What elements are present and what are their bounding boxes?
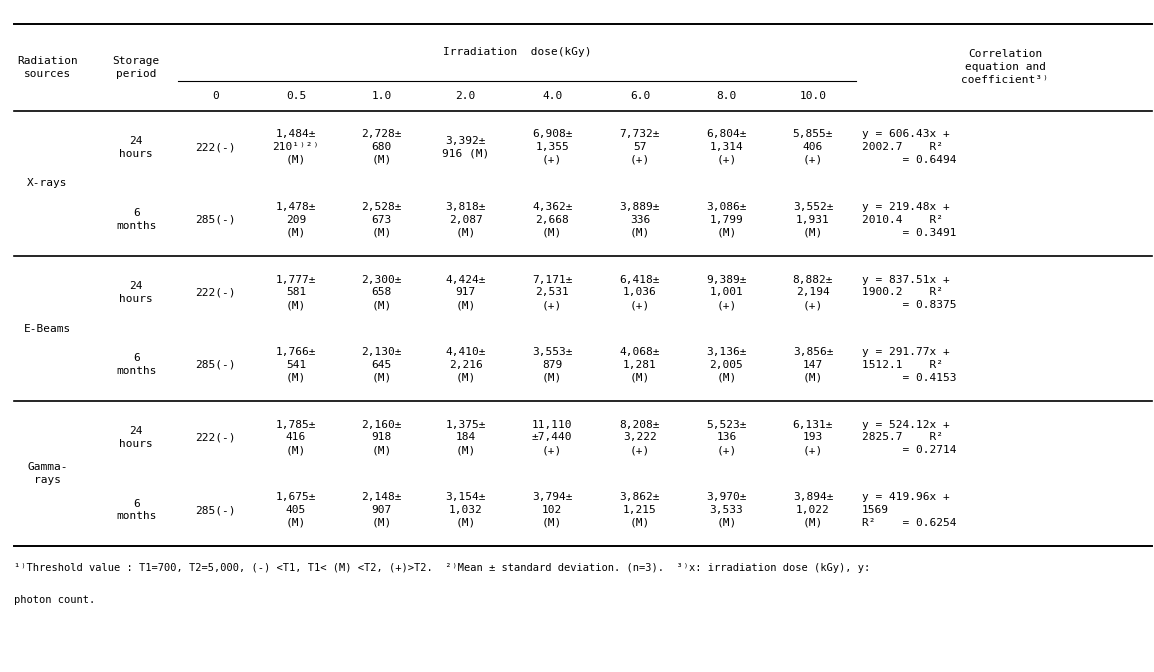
Text: 3,818±
2,087
(M): 3,818± 2,087 (M) <box>445 202 486 237</box>
Text: 2,130±
645
(M): 2,130± 645 (M) <box>361 347 402 382</box>
Text: 1,766±
541
(M): 1,766± 541 (M) <box>276 347 316 382</box>
Text: 11,110
±7,440
(+): 11,110 ±7,440 (+) <box>532 420 572 455</box>
Text: y = 606.43x +
2002.7    R²
      = 0.6494: y = 606.43x + 2002.7 R² = 0.6494 <box>862 130 957 165</box>
Text: y = 291.77x +
1512.1    R²
      = 0.4153: y = 291.77x + 1512.1 R² = 0.4153 <box>862 347 957 382</box>
Text: 6.0: 6.0 <box>630 91 650 101</box>
Text: 6,418±
1,036
(+): 6,418± 1,036 (+) <box>620 275 660 310</box>
Text: 1,785±
416
(M): 1,785± 416 (M) <box>276 420 316 455</box>
Text: 2.0: 2.0 <box>456 91 475 101</box>
Text: 1,375±
184
(M): 1,375± 184 (M) <box>445 420 486 455</box>
Text: 6
months: 6 months <box>115 499 157 521</box>
Text: 3,086±
1,799
(M): 3,086± 1,799 (M) <box>706 202 747 237</box>
Text: 2,728±
680
(M): 2,728± 680 (M) <box>361 130 402 165</box>
Text: 2,148±
907
(M): 2,148± 907 (M) <box>361 493 402 528</box>
Text: 3,894±
1,022
(M): 3,894± 1,022 (M) <box>793 493 833 528</box>
Text: 222(-): 222(-) <box>195 288 235 297</box>
Text: 4,362±
2,668
(M): 4,362± 2,668 (M) <box>532 202 572 237</box>
Text: Radiation
sources: Radiation sources <box>17 56 77 79</box>
Text: 285(-): 285(-) <box>195 215 235 224</box>
Text: 2,160±
918
(M): 2,160± 918 (M) <box>361 420 402 455</box>
Text: 6,908±
1,355
(+): 6,908± 1,355 (+) <box>532 130 572 165</box>
Text: 10.0: 10.0 <box>800 91 826 101</box>
Text: 7,732±
57
(+): 7,732± 57 (+) <box>620 130 660 165</box>
Text: 8.0: 8.0 <box>717 91 736 101</box>
Text: X-rays: X-rays <box>27 179 68 188</box>
Text: 3,552±
1,931
(M): 3,552± 1,931 (M) <box>793 202 833 237</box>
Text: 4,424±
917
(M): 4,424± 917 (M) <box>445 275 486 310</box>
Text: 222(-): 222(-) <box>195 142 235 152</box>
Text: 3,856±
147
(M): 3,856± 147 (M) <box>793 347 833 382</box>
Text: 5,523±
136
(+): 5,523± 136 (+) <box>706 420 747 455</box>
Text: 3,154±
1,032
(M): 3,154± 1,032 (M) <box>445 493 486 528</box>
Text: y = 524.12x +
2825.7    R²
      = 0.2714: y = 524.12x + 2825.7 R² = 0.2714 <box>862 420 957 455</box>
Text: 4,068±
1,281
(M): 4,068± 1,281 (M) <box>620 347 660 382</box>
Text: 3,970±
3,533
(M): 3,970± 3,533 (M) <box>706 493 747 528</box>
Text: 24
hours: 24 hours <box>119 136 153 159</box>
Text: photon count.: photon count. <box>14 595 95 605</box>
Text: 4.0: 4.0 <box>542 91 562 101</box>
Text: 6
months: 6 months <box>115 353 157 376</box>
Text: 285(-): 285(-) <box>195 505 235 515</box>
Text: y = 219.48x +
2010.4    R²
      = 0.3491: y = 219.48x + 2010.4 R² = 0.3491 <box>862 202 957 237</box>
Text: 222(-): 222(-) <box>195 433 235 442</box>
Text: y = 419.96x +
1569
R²    = 0.6254: y = 419.96x + 1569 R² = 0.6254 <box>862 493 957 528</box>
Text: ¹⁾Threshold value : T1=700, T2=5,000, (-) <T1, T1< (M) <T2, (+)>T2.  ²⁾Mean ± st: ¹⁾Threshold value : T1=700, T2=5,000, (-… <box>14 563 870 573</box>
Text: 7,171±
2,531
(+): 7,171± 2,531 (+) <box>532 275 572 310</box>
Text: 2,528±
673
(M): 2,528± 673 (M) <box>361 202 402 237</box>
Text: 1,484±
210¹⁾²⁾
(M): 1,484± 210¹⁾²⁾ (M) <box>272 130 320 165</box>
Text: Irradiation  dose(kGy): Irradiation dose(kGy) <box>443 47 591 57</box>
Text: 3,862±
1,215
(M): 3,862± 1,215 (M) <box>620 493 660 528</box>
Text: E-Beams: E-Beams <box>24 324 70 333</box>
Text: 0.5: 0.5 <box>286 91 306 101</box>
Text: 5,855±
406
(+): 5,855± 406 (+) <box>793 130 833 165</box>
Text: 1,777±
581
(M): 1,777± 581 (M) <box>276 275 316 310</box>
Text: 1,478±
209
(M): 1,478± 209 (M) <box>276 202 316 237</box>
Text: 6
months: 6 months <box>115 208 157 231</box>
Text: Gamma-
rays: Gamma- rays <box>27 462 68 485</box>
Text: 1.0: 1.0 <box>372 91 391 101</box>
Text: 2,300±
658
(M): 2,300± 658 (M) <box>361 275 402 310</box>
Text: 24
hours: 24 hours <box>119 281 153 304</box>
Text: 4,410±
2,216
(M): 4,410± 2,216 (M) <box>445 347 486 382</box>
Text: 3,136±
2,005
(M): 3,136± 2,005 (M) <box>706 347 747 382</box>
Text: y = 837.51x +
1900.2    R²
      = 0.8375: y = 837.51x + 1900.2 R² = 0.8375 <box>862 275 957 310</box>
Text: 1,675±
405
(M): 1,675± 405 (M) <box>276 493 316 528</box>
Text: Correlation
equation and
coefficient³⁾: Correlation equation and coefficient³⁾ <box>961 50 1049 85</box>
Text: 3,392±
916 (M): 3,392± 916 (M) <box>442 136 489 159</box>
Text: 8,208±
3,222
(+): 8,208± 3,222 (+) <box>620 420 660 455</box>
Text: 6,131±
193
(+): 6,131± 193 (+) <box>793 420 833 455</box>
Text: 3,889±
336
(M): 3,889± 336 (M) <box>620 202 660 237</box>
Text: 24
hours: 24 hours <box>119 426 153 449</box>
Text: 9,389±
1,001
(+): 9,389± 1,001 (+) <box>706 275 747 310</box>
Text: Storage
period: Storage period <box>113 56 159 79</box>
Text: 285(-): 285(-) <box>195 360 235 370</box>
Text: 6,804±
1,314
(+): 6,804± 1,314 (+) <box>706 130 747 165</box>
Text: 3,794±
102
(M): 3,794± 102 (M) <box>532 493 572 528</box>
Text: 3,553±
879
(M): 3,553± 879 (M) <box>532 347 572 382</box>
Text: 0: 0 <box>212 91 218 101</box>
Text: 8,882±
2,194
(+): 8,882± 2,194 (+) <box>793 275 833 310</box>
